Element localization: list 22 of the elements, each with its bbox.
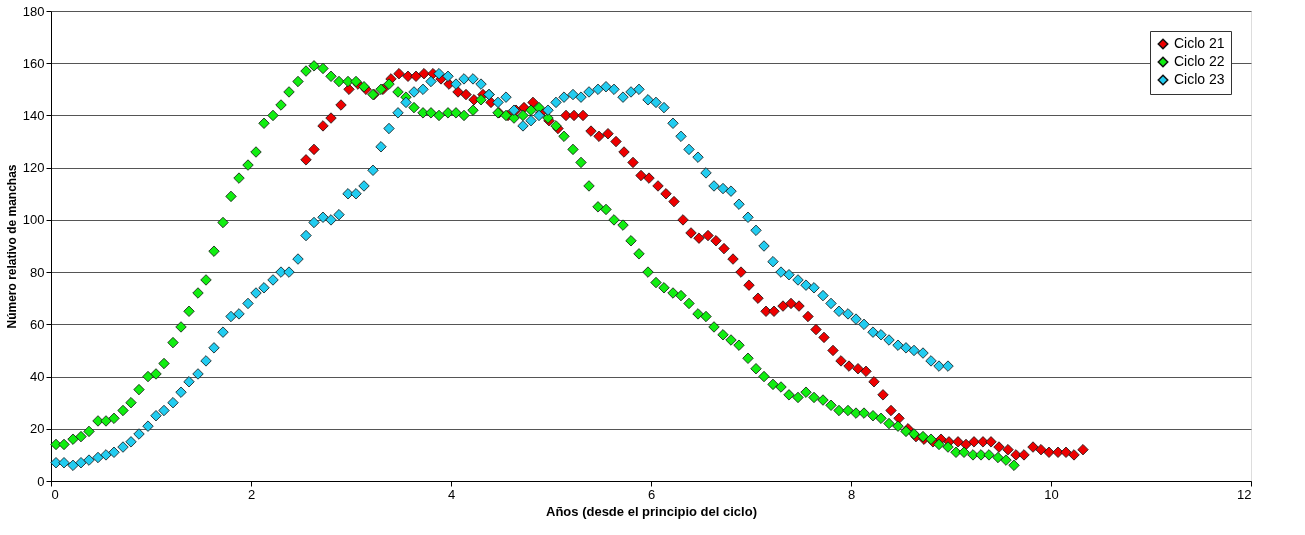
- y-tick-label: 20: [30, 421, 45, 437]
- y-tick-label: 120: [22, 160, 45, 176]
- y-tick-label: 180: [22, 3, 45, 19]
- x-axis-title: Años (desde el principio del ciclo): [546, 503, 757, 519]
- y-tick-label: 60: [30, 316, 45, 332]
- legend-label: Ciclo 22: [1174, 53, 1225, 69]
- y-tick-label: 40: [30, 369, 45, 385]
- x-tick-label: 8: [847, 486, 856, 502]
- x-tick-label: 6: [647, 486, 656, 502]
- legend-label: Ciclo 23: [1174, 71, 1225, 87]
- y-tick-label: 0: [37, 473, 45, 489]
- y-tick-label: 140: [22, 107, 45, 123]
- x-tick-label: 2: [247, 486, 256, 502]
- y-tick-label: 80: [30, 264, 45, 280]
- x-tick-label: 4: [447, 486, 456, 502]
- y-tick-label: 160: [22, 55, 45, 71]
- legend-label: Ciclo 21: [1174, 35, 1225, 51]
- y-tick-label: 100: [22, 212, 45, 228]
- x-tick-label: 10: [1044, 486, 1059, 502]
- x-tick-label: 12: [1237, 486, 1252, 502]
- y-axis-title: Número relativo de manchas: [4, 164, 19, 329]
- x-tick-label: 0: [51, 486, 59, 502]
